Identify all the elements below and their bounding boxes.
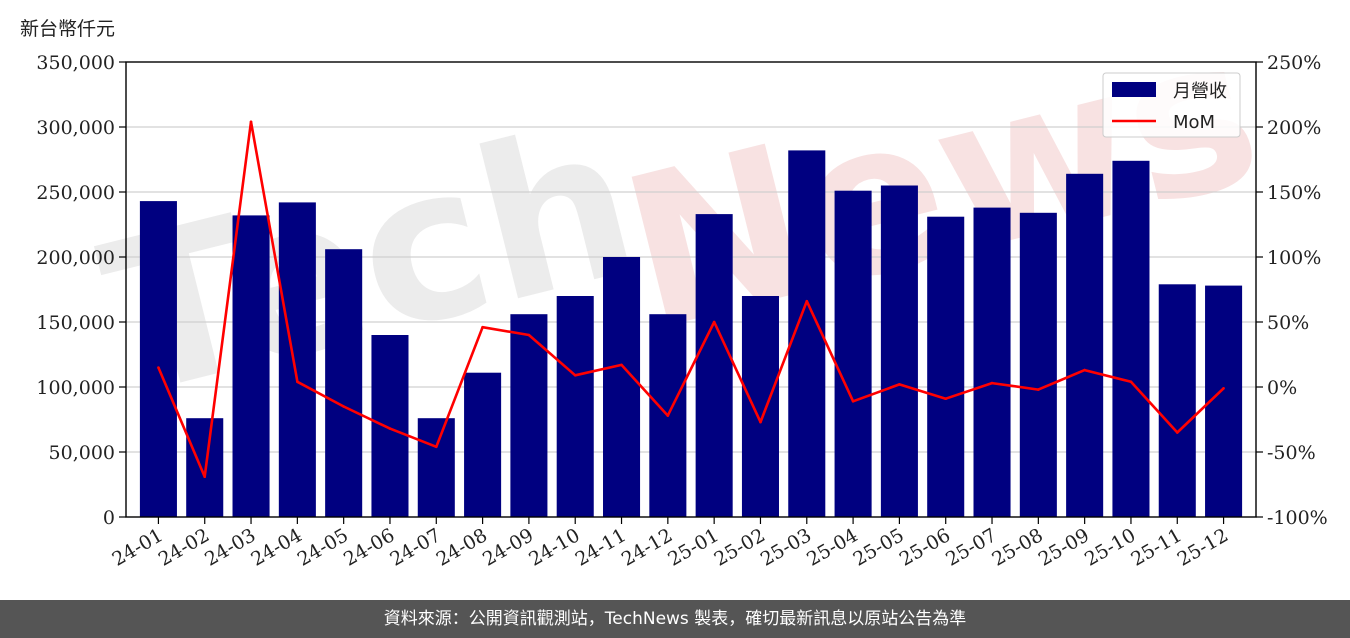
y-axis-unit-label: 新台幣仟元 (20, 18, 116, 40)
plot-frame (125, 61, 1257, 518)
bar-24-05 (325, 249, 363, 517)
x-tick-label: 25-05 (849, 524, 907, 570)
right-tick-label: 250% (1267, 52, 1321, 74)
x-tick-label: 25-11 (1127, 524, 1185, 570)
left-tick-label: 100,000 (36, 377, 115, 399)
mom-point-24-12 (666, 414, 670, 417)
bar-25-06 (927, 216, 965, 517)
bar-24-07 (417, 418, 455, 517)
bar-25-11 (1158, 284, 1196, 517)
bar-25-09 (1066, 173, 1104, 518)
mom-point-24-07 (434, 445, 438, 449)
mom-point-25-02 (759, 420, 762, 424)
source-footer: 資料來源：公開資訊觀測站，TechNews 製表，確切最新訊息以原站公告為準 (0, 600, 1350, 638)
right-tick-label: -100% (1267, 507, 1328, 529)
left-tick-label: 300,000 (36, 117, 115, 139)
left-tick-label: 350,000 (36, 52, 115, 74)
bar-25-01 (695, 214, 733, 517)
x-tick-label: 25-07 (942, 524, 1000, 570)
left-tick-label: 150,000 (36, 312, 115, 334)
x-tick-label: 24-03 (201, 524, 259, 570)
mom-point-25-11 (1175, 431, 1179, 434)
bar-24-11 (603, 257, 641, 517)
bar-24-10 (556, 296, 594, 517)
x-tick-label: 25-01 (664, 524, 722, 570)
x-tick-label: 24-08 (433, 524, 491, 570)
mom-point-25-10 (1129, 380, 1133, 384)
x-tick-label: 25-09 (1035, 524, 1093, 570)
bar-24-08 (464, 372, 502, 517)
mom-point-25-06 (944, 397, 948, 401)
mom-point-24-10 (573, 374, 577, 377)
x-tick-label: 25-08 (988, 524, 1046, 570)
x-tick-label: 24-04 (247, 524, 305, 570)
mom-point-24-11 (620, 363, 623, 367)
mom-point-25-12 (1222, 387, 1225, 390)
left-tick-label: 200,000 (36, 247, 115, 269)
legend-label-revenue: 月營收 (1173, 81, 1227, 102)
mom-point-24-04 (296, 380, 299, 384)
right-tick-label: 100% (1267, 247, 1321, 269)
mom-point-25-04 (851, 400, 855, 403)
mom-point-24-06 (388, 427, 392, 430)
right-tick-label: 150% (1267, 182, 1321, 204)
x-tick-label: 24-12 (618, 524, 676, 570)
mom-point-24-08 (481, 325, 484, 329)
x-tick-label: 24-09 (479, 524, 537, 570)
revenue-chart: TechNews050,000100,000150,000200,000250,… (36, 0, 1328, 571)
right-tick-label: 50% (1267, 312, 1309, 334)
x-tick-label: 25-02 (711, 524, 769, 570)
x-tick-label: 24-05 (294, 524, 352, 570)
mom-point-25-09 (1083, 368, 1086, 372)
bar-24-04 (278, 202, 316, 517)
bar-25-02 (741, 296, 779, 517)
mom-point-25-01 (712, 320, 716, 324)
right-tick-label: -50% (1267, 442, 1316, 464)
mom-point-24-01 (157, 366, 160, 369)
bar-24-06 (371, 335, 409, 517)
x-tick-label: 24-01 (108, 524, 166, 570)
mom-point-24-05 (342, 405, 345, 408)
x-tick-label: 25-03 (757, 524, 815, 570)
x-tick-label: 25-06 (896, 524, 954, 570)
x-tick-label: 24-06 (340, 524, 398, 570)
right-tick-label: 200% (1267, 117, 1321, 139)
mom-point-24-03 (249, 120, 253, 124)
bar-24-03 (232, 215, 270, 517)
mom-point-25-03 (805, 299, 809, 303)
left-tick-label: 0 (103, 507, 115, 529)
mom-point-24-02 (203, 475, 207, 479)
mom-point-25-07 (990, 381, 994, 385)
legend-swatch-bar (1112, 82, 1156, 97)
mom-point-25-05 (898, 383, 901, 386)
mom-point-25-08 (1037, 388, 1040, 391)
bar-25-10 (1112, 160, 1150, 518)
x-tick-label: 25-04 (803, 524, 861, 570)
x-tick-label: 24-07 (386, 524, 444, 570)
x-tick-label: 24-11 (572, 524, 630, 570)
chart-area: Tech News 0 50,000 100,000 150,000 200,000 250,… (36, 0, 1328, 571)
bar-25-04 (834, 190, 872, 517)
right-tick-label: 0% (1267, 377, 1297, 399)
bar-25-07 (973, 207, 1011, 517)
x-tick-label: 25-12 (1174, 524, 1232, 570)
bar-25-05 (880, 185, 918, 517)
mom-point-24-09 (527, 333, 531, 337)
left-tick-label: 50,000 (49, 442, 115, 464)
x-tick-label: 24-10 (525, 524, 583, 570)
bar-24-01 (139, 201, 177, 517)
bar-25-08 (1019, 212, 1057, 518)
x-tick-label: 24-02 (155, 524, 213, 570)
legend-label-mom: MoM (1173, 112, 1215, 133)
x-tick-label: 25-10 (1081, 524, 1139, 570)
bar-24-09 (510, 314, 548, 517)
left-tick-label: 250,000 (36, 182, 115, 204)
mom-line (157, 120, 1225, 479)
